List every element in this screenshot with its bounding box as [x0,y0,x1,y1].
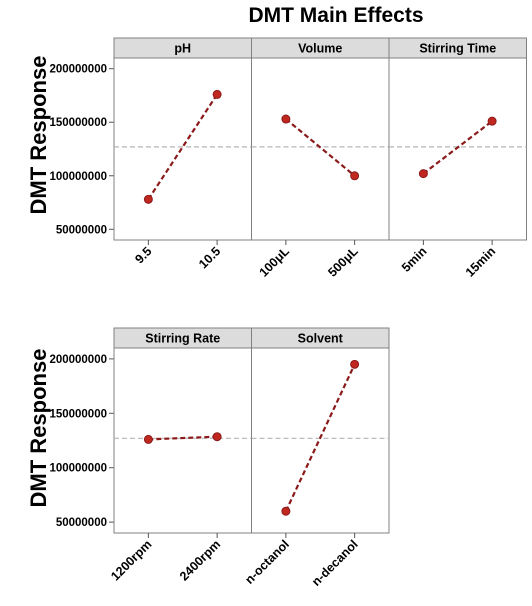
x-tick-label: 15min [463,244,498,279]
plot-frame [113,37,527,241]
data-point [281,506,291,516]
panel-title: Stirring Rate [145,332,220,346]
panel-title: Solvent [298,332,344,346]
x-tick-label: 9.5 [132,244,154,266]
y-axis-label: DMT Response [26,56,51,215]
effect-line [284,363,356,512]
data-point [350,171,360,181]
y-tick-label: 100000000 [49,463,107,475]
panel-stirring-rate: Stirring Rate 1200rpm 2400rpm [108,327,252,583]
data-point [212,89,222,99]
y-axis-label: DMT Response [26,349,51,508]
y-tick-label: 200000000 [49,64,107,76]
data-point [143,434,153,444]
effect-line [147,93,219,200]
x-tick-label: 10.5 [196,244,223,271]
effect-line [422,120,493,175]
chart-title: DMT Main Effects [248,4,423,27]
x-tick-label: 2400rpm [177,537,223,583]
x-tick-label: 1200rpm [108,537,154,583]
panel-title: pH [174,42,191,56]
effect-line [148,435,218,441]
panel-title: Stirring Time [419,42,496,56]
data-point [281,114,291,124]
panel-volume: Volume 100μL 500μL [251,37,390,280]
panel-stirring-time: Stirring Time 5min 15min [388,37,527,280]
panel-solvent: Solvent n-octanol n-decanol [242,327,390,589]
panel-title: Volume [298,42,342,56]
y-tick-label: 150000000 [49,117,107,129]
chart-row-2: DMT Response 50000000 100000000 150000000 20… [26,327,390,589]
data-point [487,116,497,126]
data-point [212,432,222,442]
x-tick-label: n-octanol [242,537,292,587]
x-tick-label: 5min [399,244,430,275]
effect-line [285,118,356,177]
chart-row-1: DMT Response 50000000 100000000 150000000 20… [26,37,527,280]
x-tick-label: 100μL [257,244,293,280]
x-tick-label: 500μL [325,244,361,280]
x-tick-label: n-decanol [309,537,361,589]
y-tick-label: 200000000 [49,354,107,366]
y-tick-label: 150000000 [49,408,107,420]
data-point [143,194,153,204]
y-tick-label: 100000000 [49,171,107,183]
y-tick-label: 50000000 [56,224,107,236]
data-point [350,359,360,369]
y-tick-label: 50000000 [56,517,107,529]
data-point [418,169,428,179]
panel-ph: pH 9.5 10.5 [113,37,252,271]
